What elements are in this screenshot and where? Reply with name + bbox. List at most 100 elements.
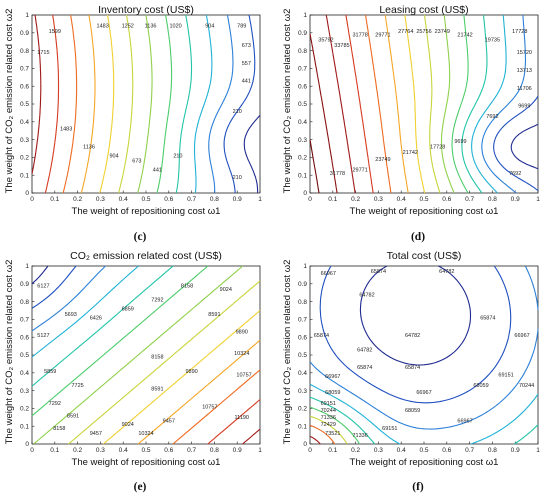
panel-d-caption: (d) — [411, 231, 425, 243]
y-tick-label: 0.5 — [298, 101, 307, 108]
contour-label: 1715 — [37, 50, 49, 56]
x-tick-label: 0.2 — [351, 196, 360, 203]
contour-line-19735 — [440, 14, 455, 194]
contour-label: 66967 — [321, 271, 336, 277]
panel-c: Inventory cost (US$) The weight of repos… — [4, 4, 262, 243]
contour-line-33785 — [309, 33, 338, 194]
contour-line-6560 — [31, 265, 77, 309]
contour-line-557 — [208, 14, 234, 193]
contour-label: 31778 — [353, 32, 368, 38]
contour-label: 7725 — [71, 383, 83, 389]
contour-label: 10324 — [234, 351, 249, 357]
contour-line-23749 — [404, 14, 426, 194]
x-tick-label: 0.1 — [328, 196, 337, 203]
contour-label: 71336 — [353, 433, 368, 439]
x-tick-label: 0.1 — [50, 447, 59, 454]
contour-label: 8158 — [53, 426, 65, 432]
y-tick-label: 0.8 — [298, 48, 307, 55]
panel-f-ylabel: The weight of CO₂ emission related cost … — [282, 260, 293, 445]
y-tick-label: 0.1 — [298, 423, 307, 430]
contour-line-1368 — [80, 14, 96, 194]
contour-label: 27764 — [398, 29, 413, 35]
panel-e-xlabel: The weight of repositioning cost ω1 — [72, 457, 221, 468]
y-tick-label: 0.7 — [298, 317, 307, 324]
y-tick-label: 0.2 — [298, 155, 307, 162]
panel-f-xlabel: The weight of repositioning cost ω1 — [350, 457, 499, 468]
contour-line-11190 — [242, 428, 261, 445]
y-tick-label: 0.6 — [298, 83, 307, 90]
panel-e: CO₂ emission related cost (US$) The weig… — [4, 250, 262, 493]
contour-line-9699 — [493, 95, 539, 192]
contour-label: 69151 — [498, 372, 513, 378]
contour-label: 7292 — [151, 298, 163, 304]
x-tick-label: 0.4 — [397, 447, 406, 454]
contour-label: 33785 — [334, 43, 349, 49]
x-tick-label: 0.6 — [164, 196, 173, 203]
y-tick-label: 0.8 — [20, 48, 29, 55]
contour-label: 65874 — [480, 315, 495, 321]
contour-line-13713 — [471, 14, 507, 194]
contour-label: 8591 — [67, 413, 79, 419]
x-tick-label: 0.5 — [141, 447, 150, 454]
contour-line-10324 — [172, 369, 261, 445]
contour-label: 673 — [132, 159, 141, 165]
y-tick-label: 0.5 — [20, 101, 29, 108]
x-tick-label: 0.9 — [511, 447, 520, 454]
x-tick-label: 0.5 — [419, 196, 428, 203]
x-tick-label: 0.5 — [141, 196, 150, 203]
contour-label: 23749 — [435, 29, 450, 35]
contour-label: 10324 — [138, 431, 153, 437]
contour-label: 29771 — [353, 168, 368, 174]
contour-label: 7692 — [509, 171, 521, 177]
y-tick-label: 0.8 — [298, 299, 307, 306]
y-tick-label: 0.1 — [20, 423, 29, 430]
panel-d-title: Leasing cost (US$) — [379, 4, 468, 16]
panel-d-ylabel: The weight of CO₂ emission related cost … — [282, 9, 293, 194]
y-tick-label: 0.4 — [20, 119, 29, 126]
x-tick-label: 1 — [536, 447, 540, 454]
y-tick-label: 1 — [25, 263, 29, 270]
contour-line-6127 — [31, 265, 49, 285]
contour-label: 789 — [237, 23, 246, 29]
panel-d-xlabel: The weight of repositioning cost ω1 — [350, 206, 499, 217]
contour-line-73521 — [309, 435, 321, 445]
x-tick-label: 1 — [258, 196, 262, 203]
x-tick-label: 0.3 — [96, 196, 105, 203]
y-tick-label: 0 — [25, 441, 29, 448]
contour-label: 64782 — [405, 333, 420, 339]
x-tick-label: 1 — [258, 447, 262, 454]
contour-label: 35792 — [318, 38, 333, 44]
contour-line-72429 — [309, 424, 336, 445]
contour-label: 8591 — [151, 387, 163, 393]
y-tick-label: 0 — [303, 441, 307, 448]
contour-line-64782 — [359, 265, 472, 366]
contour-label: 9024 — [220, 287, 232, 293]
panel-d: Leasing cost (US$) The weight of reposit… — [282, 4, 540, 243]
plot-area — [31, 14, 261, 194]
x-tick-label: 0.6 — [442, 196, 451, 203]
y-tick-label: 0.7 — [298, 66, 307, 73]
contour-line-7725 — [31, 265, 174, 387]
contour-label: 68059 — [405, 408, 420, 414]
panel-e-caption: (e) — [134, 481, 147, 493]
contour-label: 23749 — [375, 157, 390, 163]
contour-label: 9890 — [236, 330, 248, 336]
contour-label: 66967 — [325, 374, 340, 380]
contour-label: 65874 — [405, 365, 420, 371]
contour-label: 9457 — [163, 419, 175, 425]
x-tick-label: 0.5 — [419, 447, 428, 454]
contour-label: 17728 — [430, 145, 445, 151]
contour-line-9457 — [102, 310, 261, 445]
x-tick-label: 0.2 — [73, 447, 82, 454]
y-tick-label: 0.9 — [20, 281, 29, 288]
y-tick-label: 0.7 — [20, 66, 29, 73]
contour-line-66967 — [309, 265, 539, 430]
y-tick-label: 0.4 — [20, 370, 29, 377]
contour-line-1136 — [118, 14, 134, 194]
contour-line-69151 — [309, 396, 539, 445]
contour-label: 25756 — [416, 29, 431, 35]
contour-label: 6127 — [37, 283, 49, 289]
contour-line-9024 — [68, 280, 261, 445]
contour-line-1252 — [99, 14, 115, 194]
contour-line-35792 — [309, 139, 320, 194]
